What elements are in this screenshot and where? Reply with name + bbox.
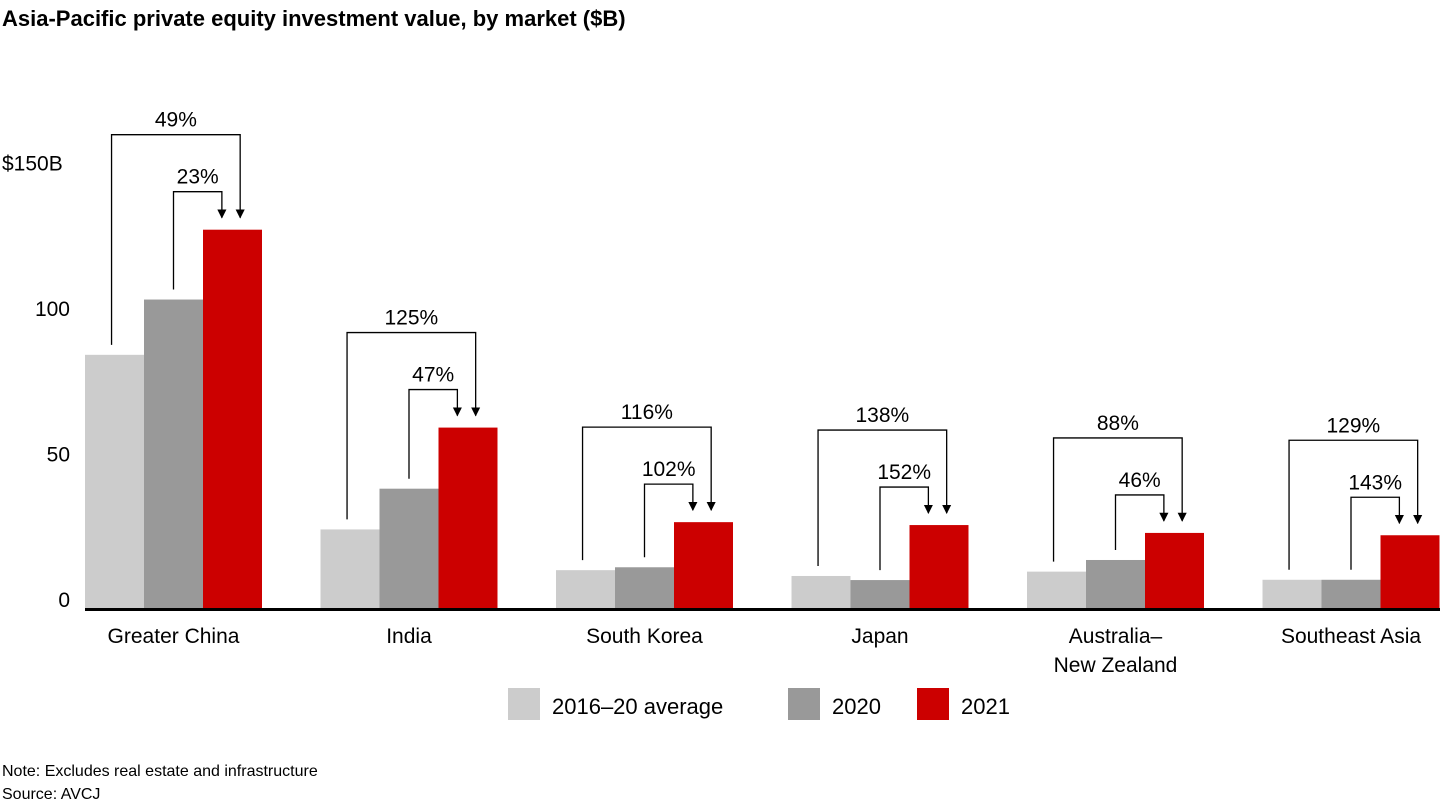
category-label: Southeast Asia — [1281, 625, 1421, 648]
growth-bracket-vs-average — [346, 331, 481, 520]
growth-label-vs-average: 88% — [1097, 412, 1139, 435]
bar-2021 — [1145, 532, 1204, 608]
bar-2016-20-average — [556, 570, 615, 608]
chart-note: Note: Excludes real estate and infrastru… — [2, 763, 318, 780]
bar-2020 — [615, 567, 674, 608]
legend-swatch — [788, 688, 820, 720]
growth-label-vs-average: 129% — [1327, 414, 1381, 437]
bar-2016-20-average — [1027, 571, 1086, 608]
legend-label: 2021 — [961, 694, 1010, 719]
legend-label: 2016–20 average — [552, 694, 723, 719]
bar-2021 — [909, 525, 969, 608]
bar-2021 — [203, 229, 262, 608]
growth-bracket-vs-2020 — [172, 191, 227, 290]
bar-2021 — [1380, 535, 1440, 608]
category-label: South Korea — [586, 625, 703, 648]
bar-2020 — [1086, 559, 1145, 608]
growth-label-vs-2020: 46% — [1119, 469, 1161, 492]
growth-label-vs-2020: 102% — [642, 458, 696, 481]
growth-label-vs-average: 138% — [856, 404, 910, 427]
growth-label-vs-2020: 152% — [877, 461, 931, 484]
y-tick-label: 0 — [58, 589, 70, 612]
legend-swatch — [917, 688, 949, 720]
growth-bracket-vs-2020 — [643, 483, 698, 558]
category-label: Australia– — [1069, 625, 1163, 648]
legend-swatch — [508, 688, 540, 720]
growth-bracket-vs-2020 — [1350, 496, 1404, 570]
category-label: Greater China — [108, 625, 240, 648]
legend-label: 2020 — [832, 694, 881, 719]
bar-2020 — [850, 580, 910, 608]
growth-bracket-vs-2020 — [879, 486, 933, 571]
bar-2020 — [379, 488, 439, 608]
chart-source: Source: AVCJ — [2, 786, 101, 803]
bar-2016-20-average — [320, 529, 380, 608]
growth-bracket-vs-2020 — [408, 388, 462, 479]
y-tick-label: 50 — [47, 444, 70, 467]
growth-label-vs-average: 125% — [385, 307, 439, 330]
chart-title: Asia-Pacific private equity investment v… — [2, 6, 626, 31]
growth-bracket-vs-average — [1052, 437, 1187, 562]
bar-2016-20-average — [791, 575, 851, 608]
growth-label-vs-2020: 23% — [177, 166, 219, 189]
bar-2020 — [1321, 579, 1381, 608]
bar-2016-20-average — [1262, 579, 1322, 608]
bar-2021 — [674, 522, 733, 608]
growth-label-vs-average: 49% — [155, 109, 197, 132]
growth-bracket-vs-2020 — [1114, 494, 1169, 550]
growth-bracket-vs-average — [581, 426, 716, 561]
category-label: India — [386, 625, 432, 648]
bar-2016-20-average — [85, 354, 144, 608]
bar-2020 — [144, 299, 203, 608]
y-tick-label: $150B — [2, 153, 63, 176]
growth-label-vs-2020: 47% — [412, 364, 454, 387]
bar-2021 — [438, 427, 498, 608]
y-tick-label: 100 — [35, 298, 70, 321]
growth-bracket-vs-average — [1288, 439, 1423, 570]
growth-bracket-vs-average — [110, 134, 245, 345]
growth-label-vs-2020: 143% — [1348, 471, 1402, 494]
growth-label-vs-average: 116% — [621, 401, 673, 424]
category-label: Japan — [851, 625, 908, 648]
growth-bracket-vs-average — [817, 429, 952, 566]
category-label: New Zealand — [1054, 654, 1178, 677]
